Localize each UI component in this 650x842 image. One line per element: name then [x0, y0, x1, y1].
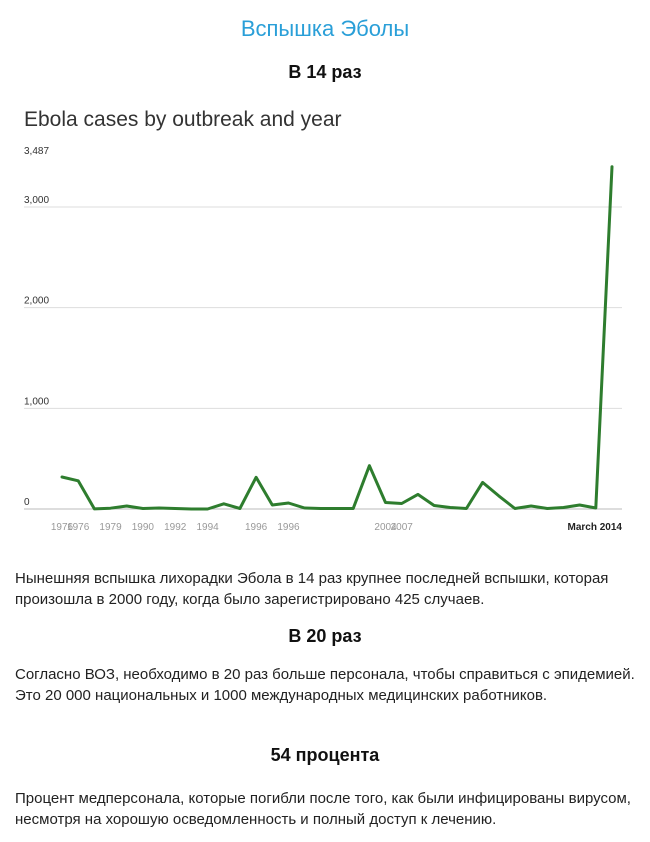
series-line: [60, 165, 614, 511]
x-tick-label: 2007: [391, 522, 414, 533]
x-tick-label: 1996: [277, 522, 300, 533]
y-tick-label: 0: [24, 497, 30, 508]
x-tick-label: 1979: [99, 522, 122, 533]
x-tick-label: 1976: [51, 522, 74, 533]
chart-y-axis: 0 1,000 2,000 3,000 3,487: [24, 146, 49, 508]
section-heading-54-percent: 54 процента: [270, 745, 380, 765]
x-tick-label: 1990: [132, 522, 155, 533]
x-tick-label: 1992: [164, 522, 187, 533]
section-text-14x: Нынешняя вспышка лихорадки Эбола в 14 ра…: [15, 570, 609, 608]
y-tick-label: 3,487: [24, 146, 49, 157]
x-tick-label: 1976: [67, 522, 90, 533]
x-tick-label: 1996: [245, 522, 268, 533]
ebola-cases-chart: Ebola cases by outbreak and year 0 1,000 2…: [0, 95, 650, 545]
page-title: Вспышка Эболы: [240, 16, 410, 41]
x-tick-label: 2004: [374, 522, 397, 533]
y-tick-label: 2,000: [24, 296, 49, 307]
section-text-54-percent: Процент медперсонала, которые погибли по…: [15, 790, 631, 828]
x-tick-label: March 2014: [568, 522, 623, 533]
chart-svg: Ebola cases by outbreak and year 0 1,000 2…: [24, 108, 623, 533]
y-tick-label: 1,000: [24, 396, 49, 407]
chart-series: [60, 165, 614, 511]
chart-title: Ebola cases by outbreak and year: [24, 108, 342, 131]
section-heading-14x: В 14 раз: [288, 62, 362, 82]
y-tick-label: 3,000: [24, 195, 49, 206]
section-text-20x: Согласно ВОЗ, необходимо в 20 раз больше…: [15, 666, 635, 704]
x-tick-label: 1994: [196, 522, 219, 533]
chart-gridlines: [24, 206, 622, 510]
section-heading-20x: В 20 раз: [288, 626, 362, 646]
